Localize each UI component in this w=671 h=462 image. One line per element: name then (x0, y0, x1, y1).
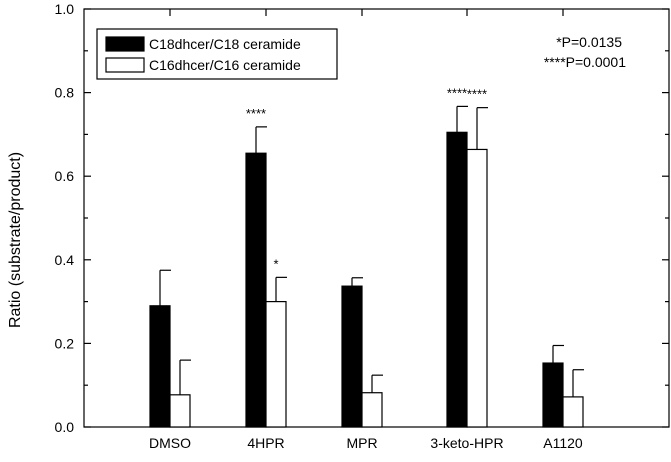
y-tick-label: 0.8 (55, 85, 75, 101)
x-tick-label: MPR (346, 435, 377, 451)
bar-2-4HPR (265, 301, 287, 428)
bar-1-3-keto-HPR (446, 131, 468, 428)
y-tick-label: 0.4 (55, 252, 75, 268)
legend-label-series-2: C16dhcer/C16 ceramide (149, 57, 301, 73)
bar-2-DMSO (169, 394, 191, 428)
bar-1-DMSO (149, 305, 171, 428)
stats-note-line-1: *P=0.0135 (556, 34, 622, 50)
legend-label-series-1: C18dhcer/C18 ceramide (149, 36, 301, 52)
bar-2-A1120 (562, 396, 584, 428)
stats-note: *P=0.0135 ****P=0.0001 (544, 34, 626, 70)
significance-label: **** (447, 85, 467, 100)
x-tick-label: A1120 (543, 435, 583, 451)
significance-label: * (273, 256, 278, 271)
x-tick-label: 4HPR (247, 435, 284, 451)
y-tick-label: 1.0 (55, 1, 75, 17)
bar-1-A1120 (542, 362, 564, 428)
bar-1-MPR (341, 285, 363, 428)
x-tick-label: 3-keto-HPR (430, 435, 503, 451)
bar-1-4HPR (245, 152, 267, 428)
legend-swatch-series-2 (105, 57, 145, 73)
significance-label: **** (467, 87, 487, 102)
y-tick-label: 0.2 (55, 335, 75, 351)
y-tick-label: 0.0 (55, 419, 75, 435)
bar-2-MPR (361, 392, 383, 428)
legend: C18dhcer/C18 ceramide C16dhcer/C16 ceram… (96, 28, 338, 80)
stats-note-line-2: ****P=0.0001 (544, 54, 626, 70)
legend-swatch-series-1 (105, 36, 145, 52)
bars (149, 105, 584, 428)
y-axis-label: Ratio (substrate/product) (7, 152, 24, 328)
x-tick-label: DMSO (149, 435, 191, 451)
significance-label: **** (246, 106, 266, 121)
y-tick-label: 0.6 (55, 168, 75, 184)
bar-2-3-keto-HPR (466, 148, 488, 428)
